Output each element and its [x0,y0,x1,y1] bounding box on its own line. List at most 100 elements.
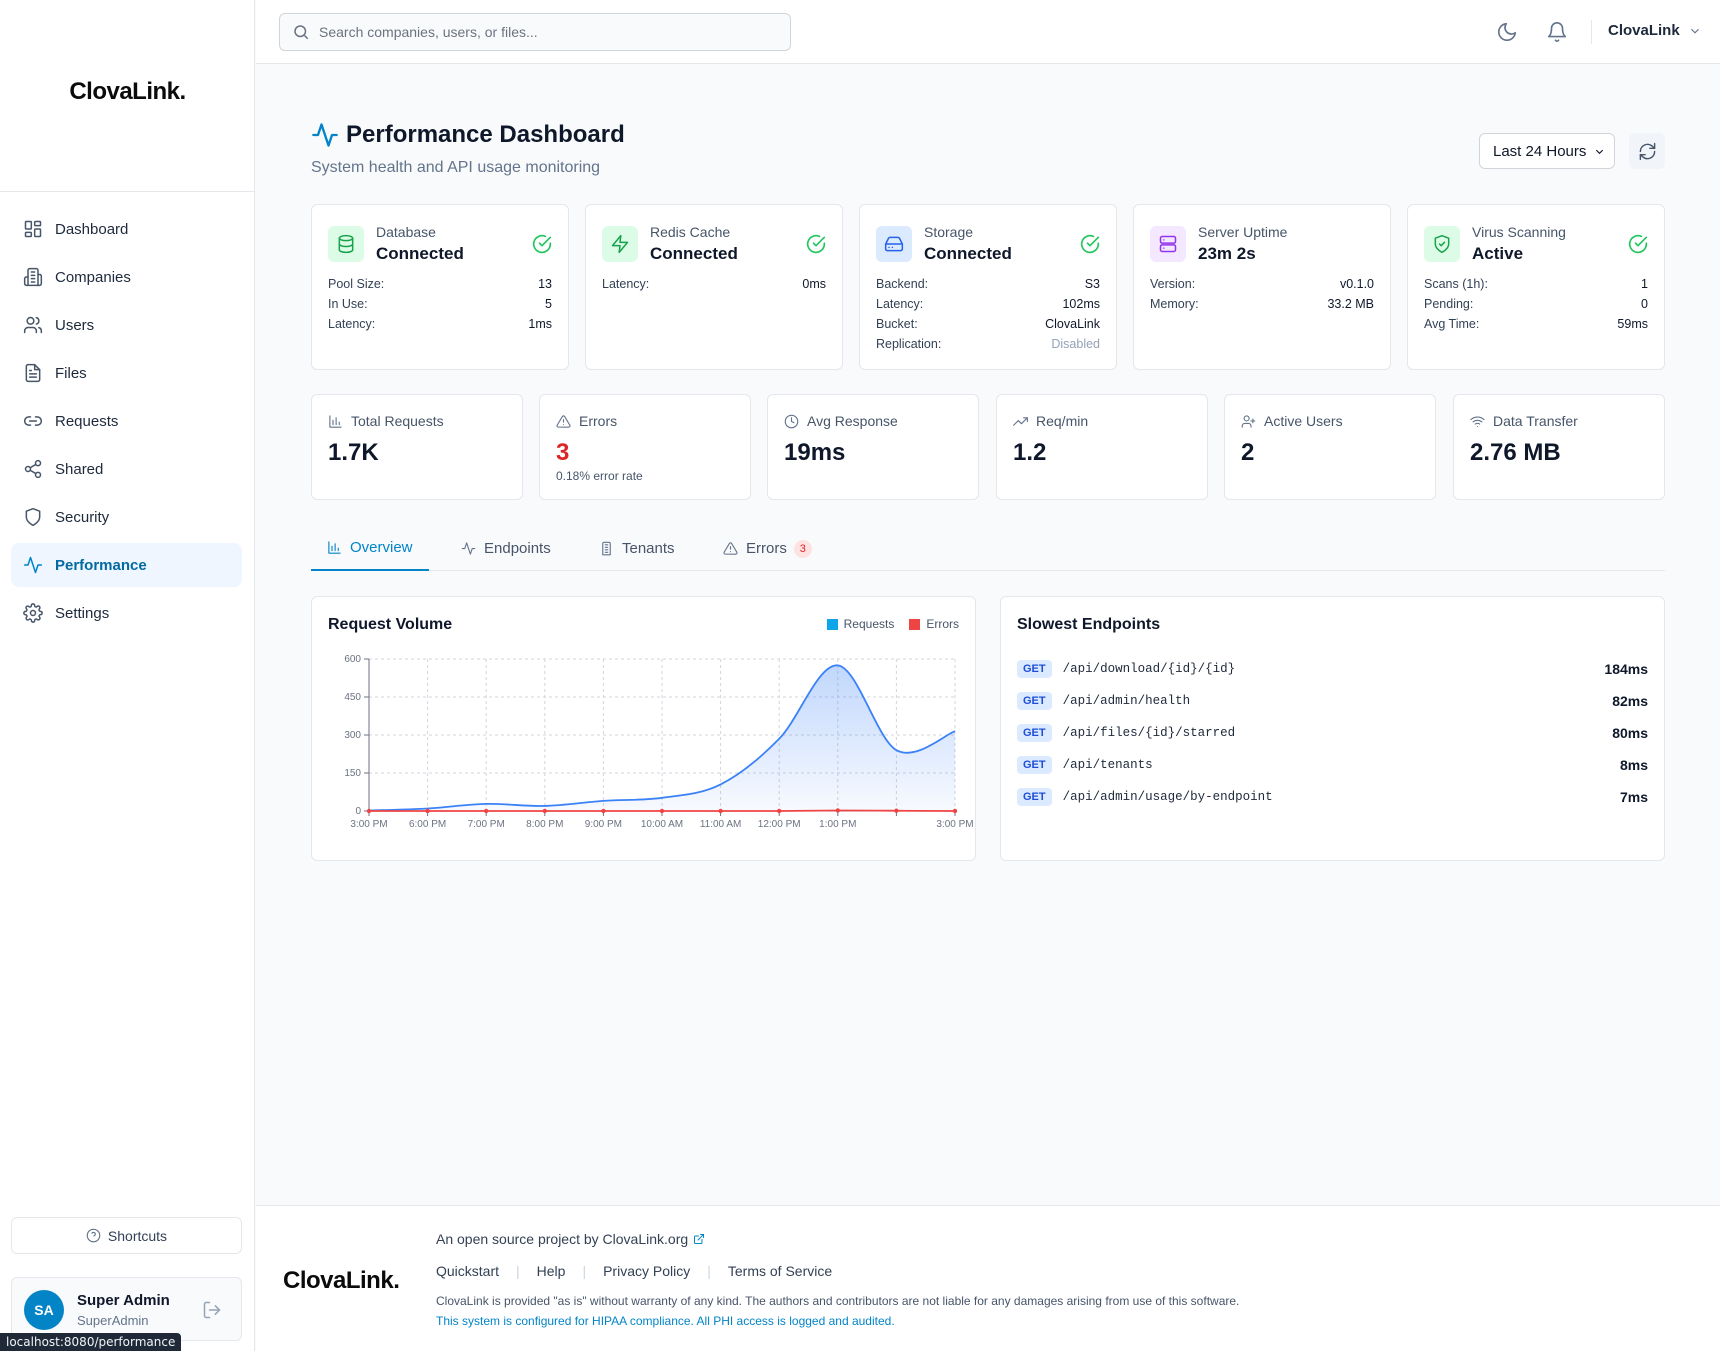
sidebar-item-settings[interactable]: Settings [11,591,242,635]
footer-project-text: An open source project by ClovaLink.org [436,1231,689,1247]
tab-endpoints[interactable]: Endpoints [445,526,567,571]
time-range-select[interactable]: Last 24 Hours [1479,133,1615,169]
endpoint-path: /api/files/{id}/starred [1062,726,1236,740]
service-card-redis: Redis Cache Connected Latency: 0ms [585,204,843,370]
tab-tenants[interactable]: Tenants [583,526,691,571]
tab-errors[interactable]: Errors 3 [707,526,828,571]
row-key: Pending: [1424,297,1474,311]
row-key: Latency: [328,317,376,331]
bar-chart-icon [328,541,341,554]
errors-point [777,808,782,814]
service-card-uptime: Server Uptime 23m 2s Version: v0.1.0 Memo… [1133,204,1391,370]
endpoint-time: 80ms [1612,725,1648,741]
row-value: 59ms [1617,317,1648,331]
service-row: Scans (1h): 1 [1424,277,1648,297]
legend-item-errors[interactable]: Errors [909,617,959,631]
endpoint-row[interactable]: GET/api/download/{id}/{id} 184ms [1017,653,1648,685]
footer-link-terms[interactable]: Terms of Service [727,1263,833,1279]
sidebar-item-files[interactable]: Files [11,351,242,395]
footer-link-privacy[interactable]: Privacy Policy [603,1263,691,1279]
endpoint-row[interactable]: GET/api/tenants 8ms [1017,749,1648,781]
service-row: Replication: Disabled [876,337,1100,357]
logout-icon[interactable] [202,1300,222,1320]
footer: ClovaLink. An open source project by Clo… [256,1205,1720,1351]
row-value: v0.1.0 [1339,277,1374,291]
tab-overview[interactable]: Overview [311,526,429,571]
refresh-icon [1639,142,1655,160]
stat-label-text: Total Requests [351,413,444,429]
refresh-button[interactable] [1629,133,1665,169]
footer-link-quickstart[interactable]: Quickstart [436,1263,500,1279]
y-tick-label: 0 [355,806,361,817]
stat-value: 2.76 MB [1470,439,1561,466]
sidebar-item-label: Companies [55,268,131,286]
org-switcher[interactable]: ClovaLink [1608,22,1702,39]
sidebar-item-label: Dashboard [55,220,129,238]
bell-icon[interactable] [1546,21,1568,43]
shortcuts-button[interactable]: Shortcuts [11,1217,242,1254]
footer-project-link[interactable]: An open source project by ClovaLink.org [436,1231,705,1247]
service-status: Active [1472,244,1524,263]
sidebar-item-requests[interactable]: Requests [11,399,242,443]
sidebar-logo[interactable]: ClovaLink. [69,78,186,105]
sidebar-item-users[interactable]: Users [11,303,242,347]
legend-item-requests[interactable]: Requests [826,617,895,631]
service-details: Pool Size: 13 In Use: 5 Latency: 1ms [328,277,552,337]
moon-icon[interactable] [1496,21,1518,43]
stat-value: 3 [556,439,570,466]
sidebar-nav: Dashboard Companies Users Files Requests… [11,207,242,639]
activity-icon [23,556,43,574]
activity-icon [312,123,338,147]
legend-label: Requests [843,617,895,631]
service-icon-box [602,226,638,262]
bar-chart-icon [329,414,342,428]
chevron-down-icon [1595,149,1604,155]
search-input[interactable] [319,24,759,40]
clock-icon [784,414,799,428]
stat-label-text: Data Transfer [1493,413,1578,429]
endpoint-row[interactable]: GET/api/admin/usage/by-endpoint 7ms [1017,781,1648,813]
tab-label: Overview [350,539,413,556]
row-key: Pool Size: [328,277,385,291]
errors-point [542,808,547,814]
sidebar-item-security[interactable]: Security [11,495,242,539]
y-tick-label: 600 [344,654,361,665]
y-tick-label: 450 [344,692,361,703]
sidebar-item-companies[interactable]: Companies [11,255,242,299]
service-details: Backend: S3 Latency: 102ms Bucket: ClovaLin… [876,277,1100,357]
sidebar-item-performance[interactable]: Performance [11,543,242,587]
footer-disclaimer: ClovaLink is provided "as is" without wa… [436,1294,1240,1308]
service-icon-box [328,226,364,262]
sidebar-item-dashboard[interactable]: Dashboard [11,207,242,251]
org-name: ClovaLink [1608,22,1680,39]
errors-point [718,808,723,814]
page-title: Performance Dashboard [346,121,625,148]
stat-value: 19ms [784,439,846,466]
endpoint-row[interactable]: GET/api/admin/health 82ms [1017,685,1648,717]
requests-area [369,665,955,811]
check-circle-icon [1080,234,1100,254]
external-link-icon [694,1234,705,1244]
link-icon [23,416,43,426]
user-icon [1241,414,1256,428]
database-icon [338,234,354,254]
endpoint-row[interactable]: GET/api/files/{id}/starred 80ms [1017,717,1648,749]
page-subtitle: System health and API usage monitoring [311,159,601,176]
topbar-divider [1591,20,1592,44]
service-card-storage: Storage Connected Backend: S3 Latency: 102… [859,204,1117,370]
endpoint-list: GET/api/download/{id}/{id} 184ms GET/api/… [1017,653,1648,813]
panel-title: Request Volume [328,616,453,633]
stat-label: Errors [556,413,617,429]
footer-separator: | [516,1263,520,1279]
stat-label-text: Active Users [1264,413,1343,429]
tab-bar: Overview Endpoints Tenants Errors 3 [311,526,1665,571]
slowest-endpoints-panel: Slowest Endpoints GET/api/download/{id}/… [1000,596,1665,861]
x-tick-label: 3:00 PM [350,819,387,830]
service-row: Latency: 0ms [602,277,826,297]
endpoint-path: /api/tenants [1062,758,1153,772]
service-row: Bucket: ClovaLink [876,317,1100,337]
footer-link-help[interactable]: Help [536,1263,566,1279]
sidebar-item-shared[interactable]: Shared [11,447,242,491]
stat-value: 2 [1241,439,1255,466]
file-icon [25,363,41,383]
